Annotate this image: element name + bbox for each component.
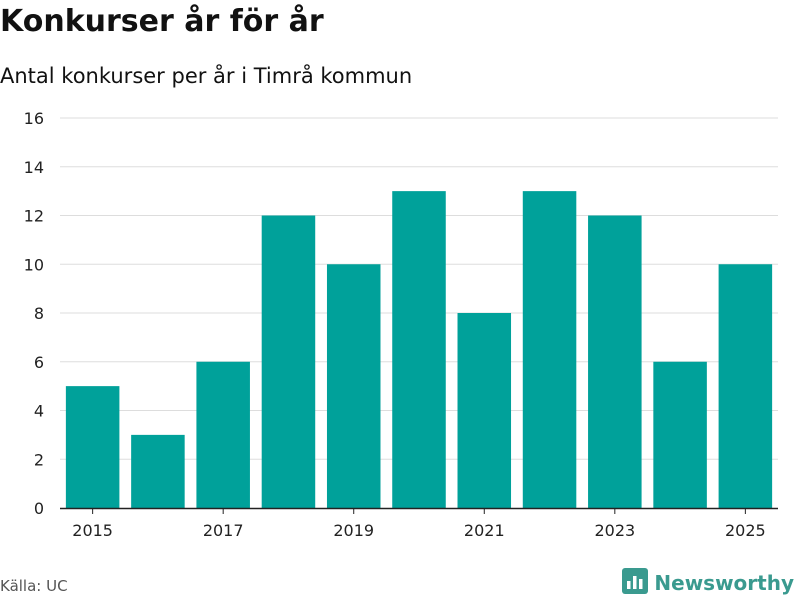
x-axis-ticks: 2015 2017 2019 2021 2023 2025 [72, 508, 766, 540]
bar-2023 [588, 215, 642, 508]
y-tick-label: 10 [24, 255, 44, 274]
chart-title: Konkurser år för år [0, 4, 324, 39]
bar-2015 [65, 386, 120, 508]
x-tick-label: 2025 [725, 521, 766, 540]
brand-logo: Newsworthy [622, 568, 794, 598]
y-tick-label: 0 [34, 499, 44, 518]
bar-2019 [326, 264, 381, 508]
bar-2025 [718, 264, 773, 508]
newsworthy-logo-icon [622, 568, 649, 598]
bar-chart: 0 2 4 6 8 10 12 14 16 2015 2017 2019 2021 2023 2025 [24, 109, 778, 540]
bar-2017 [196, 361, 250, 508]
y-axis-ticks: 0 2 4 6 8 10 12 14 16 [24, 109, 44, 518]
x-tick-label: 2021 [464, 521, 505, 540]
y-tick-label: 16 [24, 109, 44, 128]
x-tick-label: 2015 [72, 521, 113, 540]
bar-2016 [131, 434, 185, 508]
y-tick-label: 6 [34, 353, 44, 372]
bar-2021 [457, 313, 512, 508]
brand-name: Newsworthy [654, 571, 794, 595]
y-tick-label: 8 [34, 304, 44, 323]
y-tick-label: 2 [34, 450, 44, 469]
x-tick-label: 2019 [333, 521, 374, 540]
source-note: Källa: UC [0, 577, 68, 595]
chart-subtitle: Antal konkurser per år i Timrå kommun [0, 64, 413, 88]
bar-2018 [261, 215, 316, 508]
bars [65, 191, 773, 508]
y-tick-label: 12 [24, 207, 44, 226]
bar-2020 [392, 191, 446, 508]
x-tick-label: 2017 [203, 521, 244, 540]
bar-2022 [522, 191, 577, 508]
x-tick-label: 2023 [594, 521, 635, 540]
bar-2024 [653, 361, 707, 508]
y-tick-label: 14 [24, 158, 44, 177]
y-tick-label: 4 [34, 402, 44, 421]
